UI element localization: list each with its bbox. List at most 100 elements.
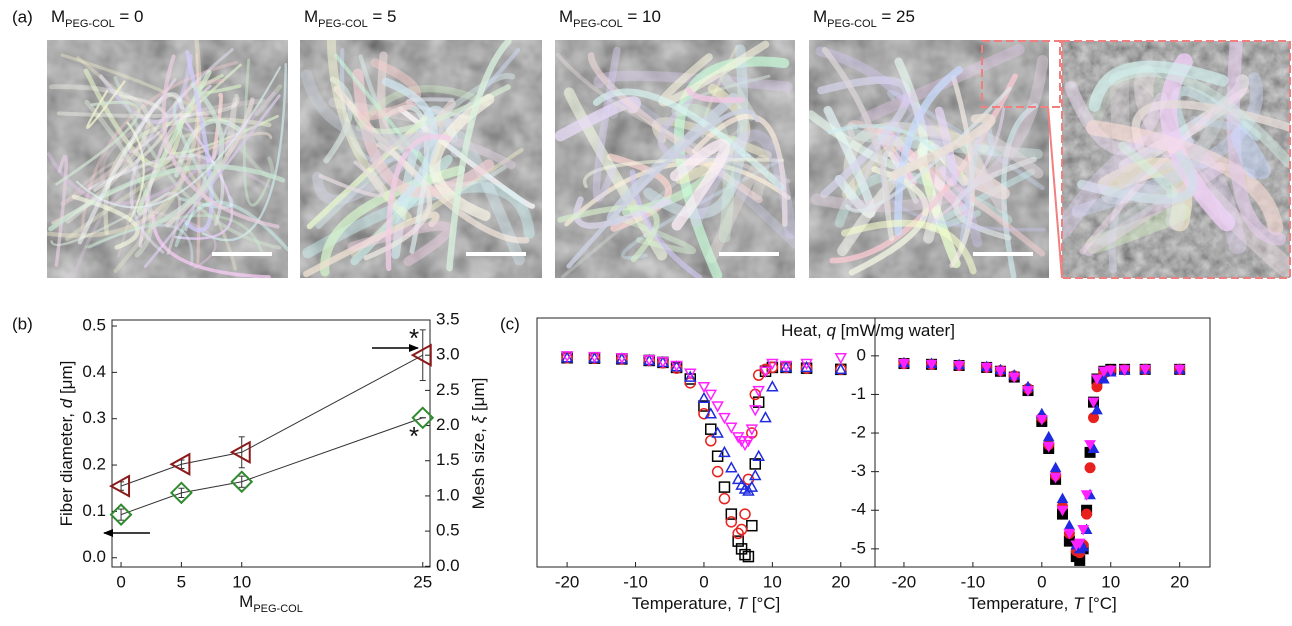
- fiber: [690, 129, 795, 239]
- marker: [735, 543, 748, 555]
- marker: [1118, 365, 1131, 376]
- marker: [1091, 374, 1103, 386]
- sem-image: [1062, 41, 1290, 278]
- label: Temperature, T [°C]: [632, 594, 781, 613]
- label-part: Heat,: [781, 321, 826, 340]
- fiber: [563, 87, 668, 261]
- x-tick-label: 10: [1101, 572, 1120, 591]
- chart: 0 5 10 250.00.10.20.30.40.50.00.51.01.52.02…: [57, 309, 488, 614]
- marker: [683, 368, 697, 380]
- fiber: [1085, 120, 1284, 236]
- fiber: [1160, 53, 1236, 232]
- marker: [704, 407, 718, 419]
- y2-tick-label: 3.0: [436, 345, 460, 364]
- marker: [725, 461, 738, 473]
- y-tick-label: 0.3: [82, 408, 106, 427]
- marker: [1081, 508, 1093, 520]
- marker: [898, 359, 910, 370]
- marker: [642, 354, 656, 367]
- fiber: [1062, 131, 1247, 255]
- fiber: [669, 139, 730, 231]
- label-part: M: [239, 592, 253, 611]
- marker: [704, 389, 718, 401]
- marker: [1077, 525, 1090, 536]
- fiber: [302, 181, 535, 259]
- marker: [656, 356, 670, 369]
- marker: [1091, 403, 1103, 415]
- series-line: [120, 354, 423, 487]
- x-tick-label: 5: [177, 572, 186, 591]
- y2-tick-label: 0.5: [436, 521, 460, 540]
- marker: [1042, 442, 1055, 453]
- marker: [1042, 430, 1055, 442]
- marker: [1084, 462, 1096, 474]
- marker: [746, 427, 758, 439]
- sem-image: [555, 40, 795, 278]
- fiber: [557, 204, 660, 263]
- y2-tick-label: 0.0: [436, 556, 460, 575]
- plot-frame: [111, 319, 431, 568]
- panel-label: (b): [12, 314, 33, 333]
- fiber: [351, 84, 511, 135]
- fiber: [143, 94, 281, 268]
- fiber: [84, 214, 264, 255]
- fiber: [582, 157, 785, 189]
- marker: [698, 407, 710, 420]
- fiber: [842, 122, 1043, 160]
- marker: [705, 423, 717, 435]
- series-line: [120, 417, 423, 516]
- zoom-box: [981, 40, 1061, 108]
- x-tick-label: 20: [1170, 572, 1189, 591]
- marker: [732, 535, 744, 547]
- fiber: [947, 154, 1010, 200]
- y-tick-label: 0.5: [82, 316, 106, 335]
- y-tick-label: 0.2: [82, 455, 106, 474]
- marker: [725, 422, 738, 434]
- marker: [752, 369, 765, 381]
- x-tick-label: 25: [413, 572, 432, 591]
- x-tick-label: 10: [763, 572, 782, 591]
- y-tick-label: -3: [851, 461, 866, 480]
- label-part: Temperature,: [968, 594, 1073, 613]
- fiber: [1097, 157, 1193, 232]
- marker: [1056, 505, 1069, 517]
- label-part: = 5: [368, 7, 397, 26]
- marker: [718, 445, 731, 458]
- fiber: [1110, 69, 1148, 192]
- x-tick-label: -10: [623, 572, 648, 591]
- scale-bar: [973, 252, 1033, 256]
- label-part: q: [826, 321, 836, 340]
- marker: [711, 401, 724, 413]
- y-tick-label: 0.4: [82, 362, 106, 381]
- label-part: [mW/mg water]: [836, 321, 955, 340]
- label-part: [°C]: [747, 594, 780, 613]
- fiber: [184, 118, 233, 232]
- label-part: = 0: [115, 7, 144, 26]
- fiber: [587, 52, 763, 204]
- marker: [108, 474, 131, 498]
- marker: [711, 465, 724, 478]
- marker: [410, 343, 432, 367]
- fiber: [113, 76, 282, 250]
- fiber: [606, 92, 795, 249]
- y-tick-label: 0.0: [82, 547, 106, 566]
- label: Mesh size, ξ [μm]: [469, 378, 488, 510]
- fiber: [817, 76, 912, 199]
- y2-tick-label: 1.5: [436, 450, 460, 469]
- fiber: [889, 113, 996, 180]
- marker: [718, 492, 731, 505]
- marker: [745, 424, 759, 436]
- marker: [953, 360, 965, 372]
- fiber: [934, 106, 958, 186]
- x-tick-label: -20: [892, 572, 917, 591]
- marker: [697, 381, 711, 394]
- marker: [1173, 364, 1186, 376]
- x-tick-label: 0: [699, 572, 708, 591]
- zoom-connector: [1047, 106, 1063, 279]
- y-tick-label: 0: [857, 345, 866, 364]
- marker: [1087, 397, 1100, 409]
- sem-image: [300, 40, 542, 278]
- fiber: [840, 219, 977, 275]
- marker: [800, 358, 813, 371]
- marker: [1073, 538, 1086, 550]
